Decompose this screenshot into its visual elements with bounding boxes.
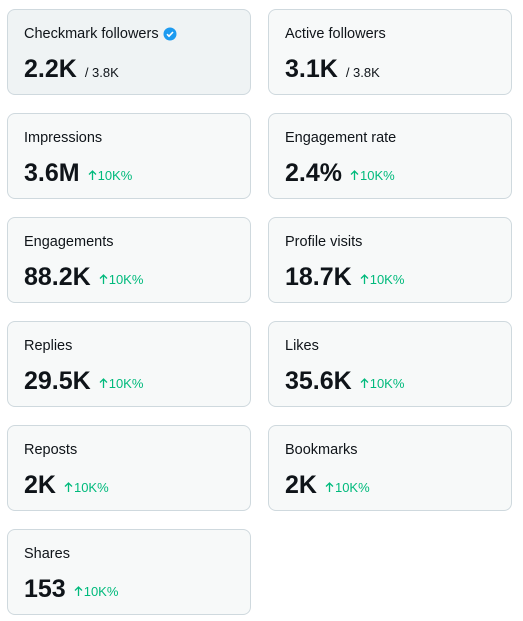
metric-change: 10K% [369, 375, 405, 391]
metric-value: 153 [24, 575, 66, 603]
metric-label-row: Replies [24, 337, 72, 355]
metric-value: 3.6M [24, 159, 80, 187]
metric-card: Impressions 3.6M 10K% [7, 113, 251, 199]
metric-label-row: Bookmarks [285, 441, 358, 459]
up-arrow [360, 378, 369, 388]
up-arrow [360, 274, 369, 284]
metric-total: / 3.8K [345, 65, 380, 80]
metric-value-row: 2K 10K% [285, 470, 370, 500]
metric-label-row: Impressions [24, 129, 102, 147]
metric-label: Bookmarks [285, 442, 358, 458]
metric-label: Engagements [24, 234, 114, 250]
metric-change-group: 10K% [350, 168, 395, 183]
metric-change-group: 10K% [325, 480, 370, 495]
metric-card: Engagements 88.2K 10K% [7, 217, 251, 303]
metric-value-row: 3.6M 10K% [24, 158, 132, 188]
verified-badge [163, 27, 177, 41]
metric-label-row: Profile visits [285, 233, 362, 251]
metric-value-row: 35.6K 10K% [285, 366, 404, 396]
up-arrow [74, 586, 83, 596]
up-arrow [99, 274, 108, 284]
up-arrow [88, 170, 97, 180]
metric-value: 2.4% [285, 159, 342, 187]
metric-label-row: Engagement rate [285, 129, 396, 147]
up-arrow [350, 170, 359, 180]
metric-change: 10K% [73, 479, 109, 495]
metric-change-group: 10K% [64, 480, 109, 495]
metric-value-row: 2K 10K% [24, 470, 109, 500]
metric-card: Likes 35.6K 10K% [268, 321, 512, 407]
metric-card: Shares 153 10K% [7, 529, 251, 615]
metric-card: Checkmark followers 2.2K / 3.8K [7, 9, 251, 95]
metric-card: Replies 29.5K 10K% [7, 321, 251, 407]
metric-value: 18.7K [285, 263, 352, 291]
metric-value-row: 88.2K 10K% [24, 262, 143, 292]
metric-label: Checkmark followers [24, 26, 159, 42]
metric-change-group: 10K% [99, 271, 144, 287]
metric-label: Profile visits [285, 234, 363, 250]
metric-change: 10K% [108, 375, 144, 391]
metric-value: 35.6K [285, 367, 352, 395]
metric-label-row: Likes [285, 337, 319, 355]
metric-label: Shares [24, 546, 70, 562]
metric-change: 10K% [83, 583, 119, 599]
metric-change: 10K% [334, 479, 370, 495]
metric-change: 10K% [108, 271, 144, 287]
metric-card: Engagement rate 2.4% 10K% [268, 113, 512, 199]
metric-label-row: Active followers [285, 25, 386, 43]
up-arrow [64, 482, 73, 492]
metric-label: Active followers [285, 26, 386, 42]
metric-label: Replies [24, 338, 73, 354]
metric-change-group: 10K% [88, 167, 133, 183]
metric-label-row: Checkmark followers [24, 25, 177, 43]
metric-value-row: 3.1K / 3.8K [285, 54, 380, 84]
metric-value: 88.2K [24, 263, 91, 291]
metric-card: Reposts 2K 10K% [7, 425, 251, 511]
metric-change: 10K% [97, 167, 133, 183]
metric-value: 2K [285, 471, 317, 499]
metric-value: 2K [24, 471, 56, 499]
metric-label-row: Reposts [24, 441, 77, 459]
metric-label-row: Engagements [24, 233, 113, 251]
metric-value-row: 2.4% 10K% [285, 158, 395, 188]
metric-card: Profile visits 18.7K 10K% [268, 217, 512, 303]
metric-change-group: 10K% [99, 375, 144, 391]
metric-value: 29.5K [24, 367, 91, 395]
metric-label-row: Shares [24, 545, 70, 563]
metric-change: 10K% [359, 167, 395, 183]
up-arrow [99, 378, 108, 388]
metric-value: 3.1K [285, 55, 338, 83]
metric-value-row: 29.5K 10K% [24, 366, 143, 396]
metric-label: Likes [285, 338, 319, 354]
metric-label: Engagement rate [285, 130, 397, 146]
metric-card: Bookmarks 2K 10K% [268, 425, 512, 511]
metric-card: Active followers 3.1K / 3.8K [268, 9, 512, 95]
metric-label: Reposts [24, 442, 78, 458]
metric-value: 2.2K [24, 55, 77, 83]
metric-change-group: 10K% [360, 271, 405, 287]
metric-total: / 3.8K [84, 65, 119, 80]
metric-value-row: 18.7K 10K% [285, 262, 404, 292]
metric-label: Impressions [24, 130, 103, 146]
up-arrow [325, 482, 334, 492]
metric-value-row: 2.2K / 3.8K [24, 54, 119, 84]
metric-value-row: 153 10K% [24, 574, 118, 604]
metric-change-group: 10K% [360, 375, 405, 391]
metric-change: 10K% [369, 271, 405, 287]
metric-change-group: 10K% [74, 583, 119, 599]
